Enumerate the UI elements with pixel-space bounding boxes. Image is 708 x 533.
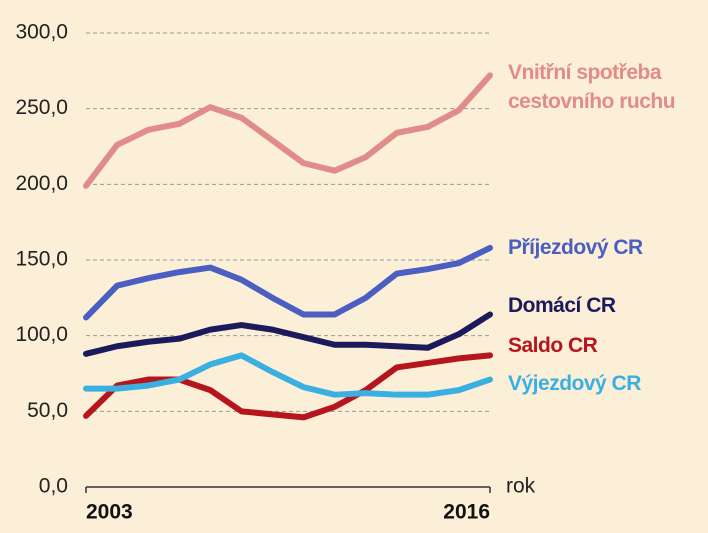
series-label: Příjezdový CR: [508, 236, 643, 259]
y-tick-label: 250,0: [15, 96, 68, 119]
y-tick-label: 300,0: [15, 21, 68, 44]
series-label: Výjezdový CR: [508, 372, 641, 395]
x-tick-label: 2016: [443, 501, 490, 524]
series-line: [83, 352, 493, 398]
x-tick-label: 2003: [86, 501, 133, 524]
y-tick-label: 200,0: [15, 172, 68, 195]
y-tick-label: 0,0: [39, 475, 68, 498]
series-label: Domácí CR: [508, 294, 616, 317]
series-label: Saldo CR: [508, 334, 598, 357]
series-line: [83, 311, 493, 357]
y-tick-label: 50,0: [27, 399, 68, 422]
series-line: [83, 352, 493, 421]
y-tick-label: 100,0: [15, 323, 68, 346]
x-axis-label: rok: [506, 475, 536, 498]
series-line: [83, 72, 493, 189]
series-line: [83, 244, 493, 321]
series-label: Vnitřní spotřeba cestovního ruchu: [508, 61, 676, 113]
y-tick-label: 150,0: [15, 248, 68, 271]
